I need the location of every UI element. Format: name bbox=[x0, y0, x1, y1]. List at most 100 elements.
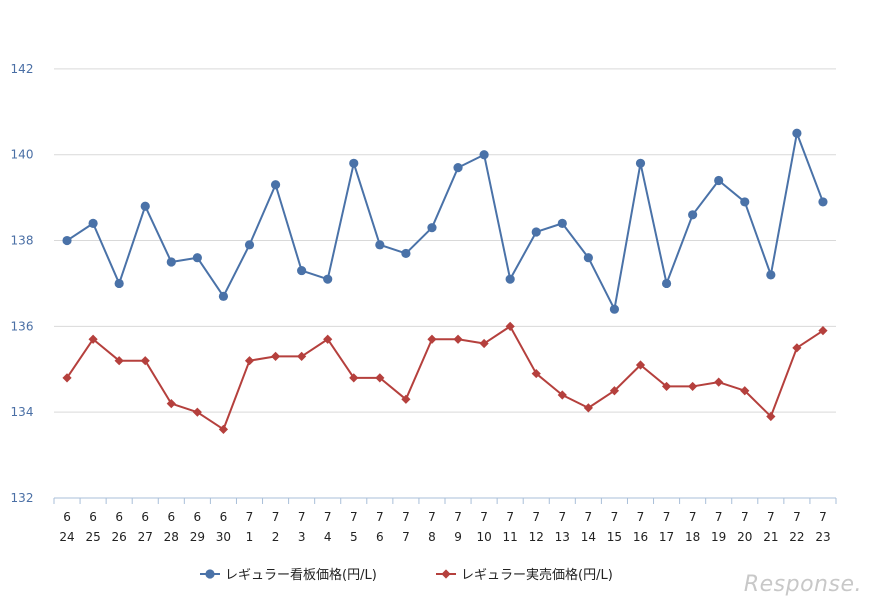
x-tick-month: 7 bbox=[663, 510, 671, 524]
x-tick-month: 7 bbox=[272, 510, 280, 524]
data-point bbox=[244, 240, 255, 250]
data-point bbox=[114, 278, 124, 289]
y-tick-label: 138 bbox=[11, 234, 34, 248]
data-point bbox=[349, 158, 359, 168]
data-point bbox=[792, 128, 802, 138]
y-tick-label: 136 bbox=[11, 319, 34, 333]
data-point bbox=[427, 223, 437, 233]
x-tick-day: 5 bbox=[350, 530, 358, 544]
x-tick-month: 7 bbox=[324, 510, 332, 524]
series-1 bbox=[62, 128, 828, 314]
x-tick-month: 7 bbox=[793, 510, 801, 524]
x-tick-month: 7 bbox=[558, 510, 566, 524]
data-point bbox=[375, 240, 385, 250]
x-tick-month: 6 bbox=[220, 510, 228, 524]
data-point bbox=[140, 201, 150, 211]
x-tick-month: 6 bbox=[115, 510, 123, 524]
data-point bbox=[609, 304, 620, 314]
watermark-logo: Response. bbox=[743, 572, 862, 597]
x-tick-day: 3 bbox=[298, 530, 306, 544]
data-point bbox=[557, 218, 567, 228]
data-point bbox=[818, 326, 828, 336]
x-tick-month: 7 bbox=[350, 510, 358, 524]
x-tick-month: 7 bbox=[767, 510, 775, 524]
data-point bbox=[323, 334, 333, 344]
x-tick-month: 7 bbox=[506, 510, 514, 524]
x-tick-month: 7 bbox=[611, 510, 619, 524]
data-point bbox=[297, 351, 307, 361]
data-point bbox=[583, 253, 593, 263]
x-tick-day: 17 bbox=[659, 530, 674, 544]
data-point bbox=[609, 386, 620, 396]
data-point bbox=[505, 274, 515, 284]
data-point bbox=[218, 291, 229, 301]
data-point bbox=[661, 381, 672, 392]
data-point bbox=[531, 368, 541, 379]
x-tick-month: 7 bbox=[428, 510, 436, 524]
legend-marker bbox=[441, 569, 451, 579]
x-tick-month: 7 bbox=[298, 510, 306, 524]
x-tick-month: 6 bbox=[167, 510, 175, 524]
x-tick-day: 20 bbox=[737, 530, 752, 544]
data-point bbox=[479, 150, 489, 160]
x-tick-month: 7 bbox=[402, 510, 410, 524]
grid-lines bbox=[54, 68, 836, 499]
data-point bbox=[62, 373, 72, 383]
data-point bbox=[766, 270, 776, 280]
data-point bbox=[818, 197, 828, 207]
x-tick-month: 7 bbox=[715, 510, 723, 524]
x-tick-day: 22 bbox=[789, 530, 804, 544]
data-point bbox=[714, 377, 724, 387]
data-point bbox=[62, 235, 72, 246]
x-tick-month: 7 bbox=[689, 510, 697, 524]
data-point bbox=[531, 227, 541, 237]
data-point bbox=[218, 424, 229, 434]
x-tick-day: 18 bbox=[685, 530, 700, 544]
data-point bbox=[88, 334, 98, 344]
x-tick-day: 6 bbox=[376, 530, 384, 544]
x-tick-month: 6 bbox=[63, 510, 71, 524]
series-group bbox=[62, 128, 828, 434]
x-tick-day: 15 bbox=[607, 530, 622, 544]
data-point bbox=[505, 321, 515, 331]
y-tick-label: 134 bbox=[11, 405, 34, 419]
data-point bbox=[479, 338, 489, 349]
data-point bbox=[192, 253, 202, 263]
x-tick-day: 27 bbox=[138, 530, 153, 544]
data-point bbox=[635, 158, 646, 168]
x-tick-day: 8 bbox=[428, 530, 436, 544]
x-tick-month: 7 bbox=[480, 510, 488, 524]
data-point bbox=[401, 394, 411, 404]
x-tick-day: 10 bbox=[476, 530, 491, 544]
data-point bbox=[270, 351, 281, 361]
data-point bbox=[453, 334, 463, 344]
x-tick-day: 29 bbox=[190, 530, 205, 544]
x-tick-day: 12 bbox=[529, 530, 544, 544]
data-point bbox=[323, 274, 333, 284]
x-tick-day: 1 bbox=[246, 530, 254, 544]
data-point bbox=[88, 218, 98, 228]
legend-label: レギュラー看板価格(円/L) bbox=[225, 567, 377, 583]
x-tick-month: 7 bbox=[637, 510, 645, 524]
data-point bbox=[661, 278, 672, 289]
data-point bbox=[375, 373, 385, 383]
x-tick-month: 7 bbox=[741, 510, 749, 524]
x-tick-month: 7 bbox=[532, 510, 540, 524]
x-tick-day: 28 bbox=[164, 530, 179, 544]
y-axis: 132 134 136 138 140 142 bbox=[11, 62, 34, 505]
x-tick-month: 7 bbox=[246, 510, 254, 524]
x-tick-month: 6 bbox=[89, 510, 97, 524]
legend: レギュラー看板価格(円/L) レギュラー実売価格(円/L) bbox=[200, 567, 613, 583]
y-tick-label: 140 bbox=[11, 148, 34, 162]
legend-item-1: レギュラー看板価格(円/L) bbox=[200, 567, 377, 583]
legend-marker bbox=[205, 569, 215, 579]
data-point bbox=[583, 403, 593, 413]
x-axis: 6246256266276286296307172737475767778797… bbox=[53, 497, 837, 544]
x-tick-day: 11 bbox=[503, 530, 518, 544]
data-point bbox=[688, 381, 698, 392]
x-tick-day: 9 bbox=[454, 530, 462, 544]
data-point bbox=[635, 360, 646, 370]
data-point bbox=[766, 411, 776, 422]
data-point bbox=[740, 386, 750, 396]
